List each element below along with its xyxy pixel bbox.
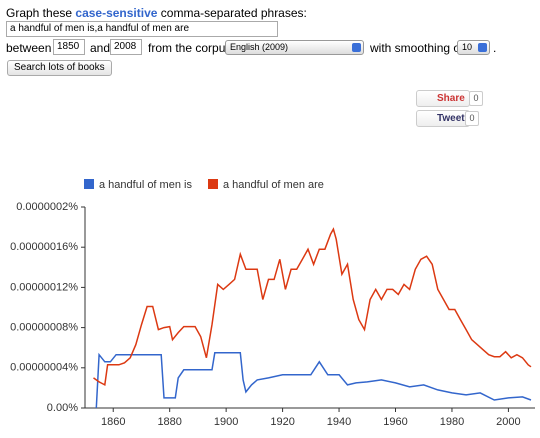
y-tick-label: 0.00000016% — [10, 241, 78, 253]
search-button[interactable]: Search lots of books — [7, 60, 112, 76]
share-count: 0 — [469, 91, 483, 106]
x-tick-label: 1920 — [270, 416, 294, 428]
start-year-input[interactable]: 1850 — [53, 39, 85, 55]
x-tick-label: 1960 — [383, 416, 407, 428]
series-line — [95, 351, 532, 409]
label: from the corpus — [148, 41, 232, 55]
smoothing-select[interactable]: 10 — [457, 40, 490, 55]
series-line — [93, 227, 532, 387]
legend-label: a handful of men is — [99, 179, 192, 191]
y-tick-label: 0.00000012% — [10, 281, 78, 293]
tweet-count: 0 — [465, 111, 479, 126]
legend-swatch — [84, 179, 94, 189]
x-tick-label: 1860 — [101, 416, 125, 428]
y-tick-label: 0.00000004% — [10, 362, 78, 374]
x-tick-label: 1880 — [157, 416, 181, 428]
prompt: Graph these case-sensitive comma-separat… — [6, 6, 307, 20]
x-tick-label: 1900 — [214, 416, 238, 428]
x-tick-label: 1940 — [327, 416, 351, 428]
y-tick-label: 0.00000008% — [10, 322, 78, 334]
x-tick-label: 2000 — [496, 416, 520, 428]
label: between — [6, 41, 52, 55]
x-tick-label: 1980 — [440, 416, 464, 428]
legend-swatch — [208, 179, 218, 189]
label: . — [493, 41, 497, 55]
corpus-select[interactable]: English (2009) — [225, 40, 364, 55]
tweet-button[interactable]: Tweet — [416, 110, 470, 127]
label: and — [90, 41, 111, 55]
y-tick-label: 0.00% — [47, 402, 78, 414]
label: with smoothing of — [370, 41, 464, 55]
end-year-input[interactable]: 2008 — [110, 39, 142, 55]
query-input[interactable]: a handful of men is,a handful of men are — [6, 21, 278, 37]
case-sensitive-link[interactable]: case-sensitive — [75, 6, 158, 20]
legend-label: a handful of men are — [223, 179, 324, 191]
prompt-text: comma-separated phrases: — [160, 6, 307, 20]
prompt-text: Graph these — [6, 6, 73, 20]
y-tick-label: 0.0000002% — [16, 201, 78, 213]
